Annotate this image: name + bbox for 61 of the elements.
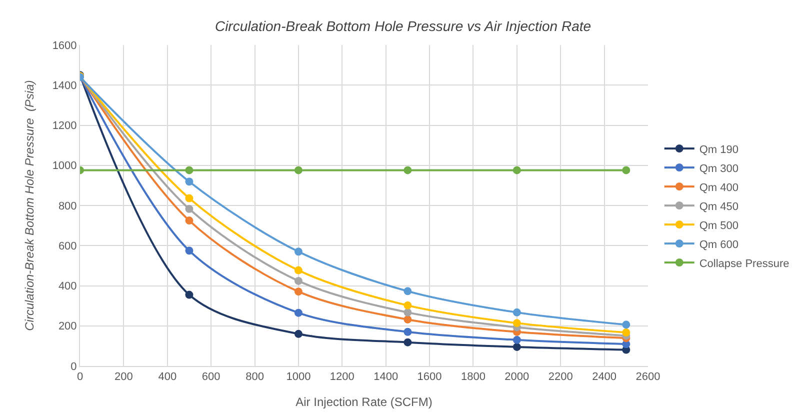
point — [185, 246, 194, 255]
point — [185, 178, 194, 186]
point — [294, 266, 302, 274]
point — [404, 166, 412, 174]
point — [294, 308, 302, 317]
x-axis-title: Air Injection Rate (SCFM) — [296, 395, 432, 410]
x-tick-label: 1600 — [417, 371, 442, 384]
x-tick-label: 1400 — [374, 371, 398, 384]
y-axis-title: Circulation-Break Bottom Hole Pressure (Psia) — [22, 80, 37, 331]
point — [622, 320, 630, 329]
point — [404, 301, 412, 310]
x-tick-label: 2400 — [592, 371, 617, 384]
y-tick-label: 200 — [58, 320, 77, 333]
x-tick-label: 600 — [202, 371, 220, 384]
point — [185, 290, 194, 299]
legend-label: Qm 400 — [699, 182, 738, 194]
x-tick-label: 2600 — [636, 371, 660, 384]
y-tick-label: 1600 — [52, 40, 77, 52]
legend-label: Qm 600 — [699, 238, 738, 251]
y-tick-label: 1200 — [52, 120, 77, 132]
point — [185, 204, 194, 213]
point — [404, 315, 412, 324]
legend-label: Qm 190 — [699, 144, 738, 156]
point — [404, 308, 412, 316]
point — [404, 328, 412, 336]
legend-label: Qm 300 — [699, 162, 738, 175]
point — [404, 287, 412, 296]
y-tick-label: 1400 — [52, 80, 77, 92]
point — [512, 319, 521, 328]
point — [294, 288, 302, 296]
y-tick-label: 600 — [58, 240, 77, 252]
x-tick-label: 400 — [158, 371, 177, 384]
legend-label: Collapse Pressure — [699, 258, 790, 270]
point — [294, 330, 302, 338]
y-tick-label: 800 — [58, 200, 77, 212]
x-tick-label: 2200 — [548, 371, 573, 384]
point — [185, 166, 194, 174]
y-tick-label: 0 — [70, 360, 77, 373]
point — [622, 328, 630, 336]
x-tick-label: 1800 — [460, 371, 486, 384]
x-tick-label: 1200 — [330, 371, 354, 384]
point — [294, 248, 302, 256]
x-tick-label: 200 — [114, 371, 133, 384]
point — [512, 308, 521, 316]
x-tick-label: 2000 — [504, 371, 530, 384]
point — [622, 166, 630, 174]
y-tick-label: 1000 — [52, 160, 77, 172]
x-tick-label: 800 — [246, 371, 264, 384]
point — [404, 338, 412, 346]
point — [294, 276, 302, 285]
point — [185, 194, 194, 202]
point — [512, 166, 521, 174]
legend-label: Qm 450 — [699, 200, 738, 213]
x-tick-label: 1000 — [286, 371, 311, 384]
point — [512, 336, 521, 344]
y-tick-label: 400 — [58, 280, 77, 293]
point — [512, 342, 521, 351]
point — [294, 166, 302, 174]
point — [185, 216, 194, 225]
legend-label: Qm 500 — [699, 220, 738, 232]
chart-title: Circulation-Break Bottom Hole Pressure vs Air Injection Rate — [214, 18, 592, 34]
